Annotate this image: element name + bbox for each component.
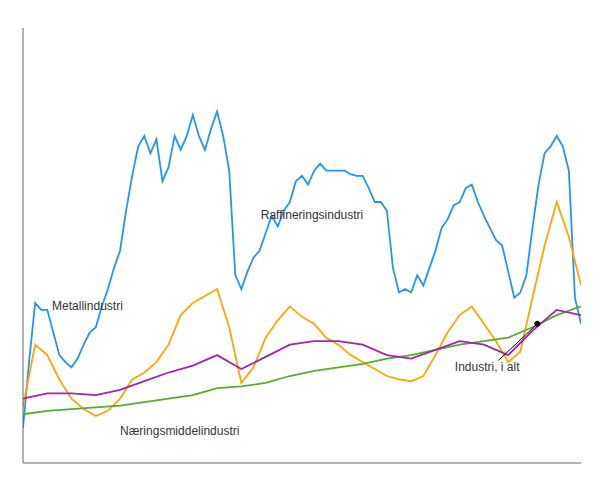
svg-text:Industri, i alt: Industri, i alt [455,360,520,374]
svg-text:Metallindustri: Metallindustri [52,299,123,313]
svg-text:Næringsmiddelindustri: Næringsmiddelindustri [120,424,239,438]
svg-text:Raffineringsindustri: Raffineringsindustri [261,208,364,222]
